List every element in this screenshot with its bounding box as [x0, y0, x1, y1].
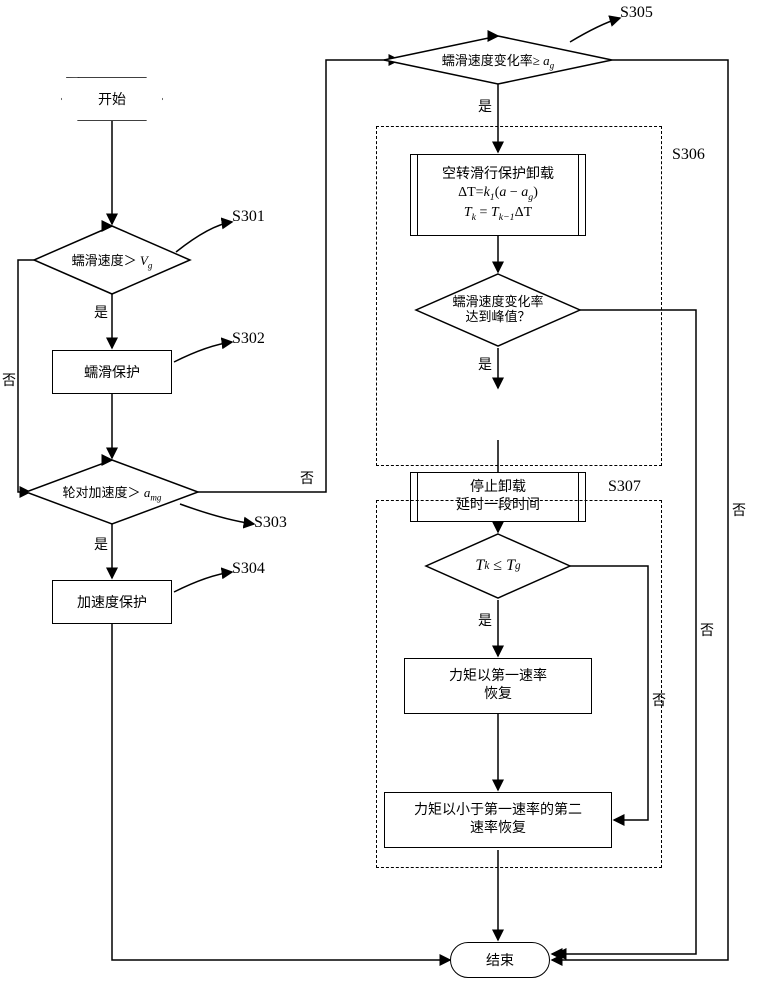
- s304-tag: S304: [232, 560, 265, 578]
- s307-op: ≤: [493, 557, 502, 575]
- s305-decision: 蠕滑速度变化率≥ ag: [388, 44, 608, 76]
- s306-proc1: 空转滑行保护卸载 ΔT=k1(a − ag) Tk = Tk−1ΔT: [410, 154, 586, 236]
- s307-tag: S307: [608, 478, 641, 496]
- s301-tag: S301: [232, 208, 265, 226]
- s303-sub: mg: [150, 492, 161, 502]
- s303-decision: 轮对加速度＞ amg: [26, 472, 198, 512]
- s306-decision: 蠕滑速度变化率 达到峰值？: [416, 290, 580, 330]
- end-node: 结束: [450, 942, 550, 978]
- s307-Tg: T: [506, 557, 515, 575]
- s307-rect1-text: 力矩以第一速率恢复: [449, 668, 547, 704]
- s307-Tgsub: g: [515, 560, 521, 572]
- s301-sub: g: [148, 260, 153, 270]
- s305-yes: 是: [478, 96, 492, 116]
- s306-eq1-lhs: ΔT=: [458, 185, 483, 200]
- s306-tag: S306: [672, 146, 705, 164]
- s305-no: 否: [732, 500, 746, 520]
- s302-tag: S302: [232, 330, 265, 348]
- s306-proc2-l1: 停止卸载: [470, 479, 526, 497]
- s307-yes: 是: [478, 610, 492, 630]
- s306-dec-l2: 达到峰值？: [465, 310, 530, 325]
- s303-text: 轮对加速度＞: [63, 485, 141, 500]
- s306-eq2-Trsub: k−1: [499, 212, 515, 223]
- end-label: 结束: [486, 950, 514, 970]
- s301-text: 蠕滑速度＞: [72, 253, 137, 268]
- s307-rect1: 力矩以第一速率恢复: [404, 658, 592, 714]
- s307-Tksub: k: [484, 560, 489, 572]
- s307-Tk: T: [475, 557, 484, 575]
- s303-yes: 是: [94, 534, 108, 554]
- s304-rect: 加速度保护: [52, 580, 172, 624]
- s304-text: 加速度保护: [77, 592, 147, 612]
- s306-eq1-agsub: g: [528, 192, 533, 203]
- s303-no: 否: [300, 468, 314, 488]
- s306-eq2-eq: =: [480, 205, 488, 220]
- s306-dec-l1: 蠕滑速度变化率: [452, 295, 543, 310]
- s305-tag: S305: [620, 4, 653, 22]
- start-label: 开始: [98, 89, 126, 109]
- s307-decision: Tk ≤ Tg: [426, 552, 570, 580]
- start-node: 开始: [62, 78, 162, 120]
- s307-rect2: 力矩以小于第一速率的第二速率恢复: [384, 792, 612, 848]
- s306-no: 否: [700, 620, 714, 640]
- s305-sub: g: [550, 60, 555, 70]
- s306-eq2-T: T: [464, 205, 472, 220]
- s306-yes: 是: [478, 354, 492, 374]
- s302-text: 蠕滑保护: [84, 362, 140, 382]
- s306-eq1-a: a: [499, 185, 506, 200]
- s307-no: 否: [652, 690, 666, 710]
- s307-rect2-text: 力矩以小于第一速率的第二速率恢复: [414, 802, 582, 838]
- s301-no: 否: [2, 370, 16, 390]
- s303-tag: S303: [254, 514, 287, 532]
- s306-eq1-ksub: 1: [490, 192, 495, 203]
- s306-eq2-Tr: T: [491, 205, 499, 220]
- s302-rect: 蠕滑保护: [52, 350, 172, 394]
- s306-proc1-line1: 空转滑行保护卸载: [442, 166, 554, 185]
- s301-yes: 是: [94, 302, 108, 322]
- s305-text: 蠕滑速度变化率≥: [442, 53, 540, 68]
- s306-eq2-dT: ΔT: [515, 205, 533, 220]
- s301-var: V: [140, 253, 148, 268]
- s301-decision: 蠕滑速度＞ Vg: [34, 238, 190, 282]
- s306-eq2-Tsub: k: [472, 212, 476, 223]
